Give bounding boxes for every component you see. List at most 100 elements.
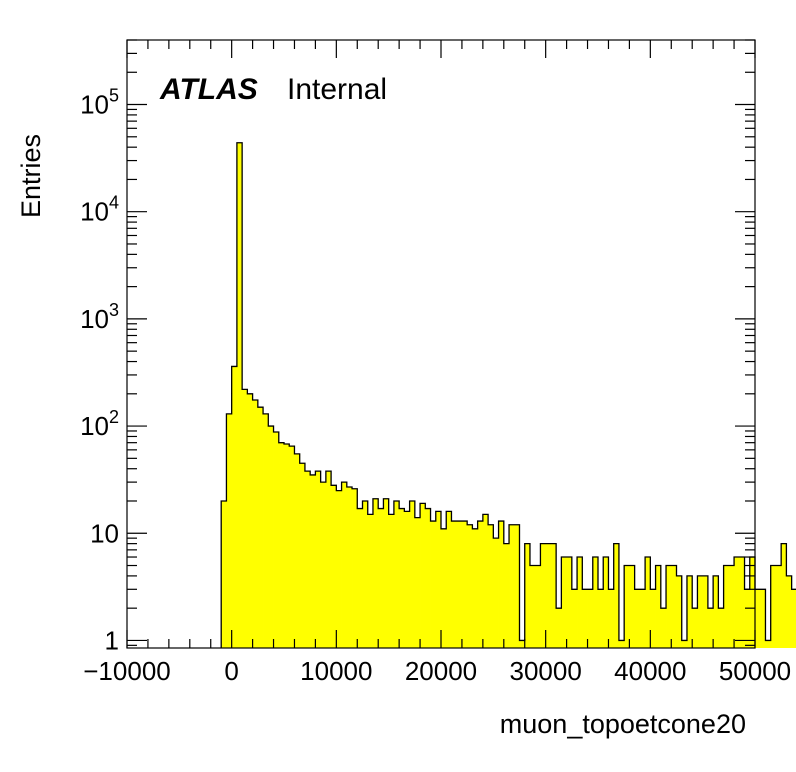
histogram-bar bbox=[671, 565, 677, 648]
histogram-bar bbox=[707, 608, 714, 648]
histogram-bar bbox=[435, 511, 442, 648]
histogram-bar bbox=[441, 528, 447, 648]
histogram-bar bbox=[346, 487, 353, 648]
histogram-bar bbox=[425, 508, 431, 648]
x-tick-label: 10000 bbox=[300, 656, 372, 686]
x-axis-title: muon_topoetcone20 bbox=[500, 709, 746, 739]
histogram-bar bbox=[378, 508, 384, 648]
histogram-bar bbox=[477, 521, 484, 648]
atlas-label: ATLAS bbox=[159, 73, 258, 106]
histogram-bar bbox=[451, 521, 458, 648]
histogram-bar bbox=[284, 444, 290, 648]
histogram-bar bbox=[524, 543, 531, 648]
histogram-bar bbox=[681, 640, 688, 648]
histogram-bar bbox=[331, 485, 337, 648]
histogram-bar bbox=[650, 589, 656, 648]
y-tick-labels: 1 10 102 103 104 105 bbox=[80, 86, 119, 656]
histogram-bar bbox=[749, 557, 756, 648]
histogram-bar bbox=[634, 589, 641, 648]
y-tick-label: 105 bbox=[80, 86, 119, 120]
histogram-bar bbox=[456, 521, 463, 648]
histogram-bar bbox=[713, 575, 719, 648]
x-tick-label: 40000 bbox=[614, 656, 686, 686]
histogram-bar bbox=[498, 521, 505, 648]
x-tick-label: 30000 bbox=[510, 656, 582, 686]
histogram-bar bbox=[775, 565, 782, 648]
histogram-bar bbox=[409, 500, 416, 648]
histogram-bar bbox=[362, 500, 369, 648]
histogram-bar bbox=[231, 366, 238, 648]
histogram-bar bbox=[723, 565, 730, 648]
histogram-bar bbox=[744, 589, 751, 648]
histogram-bar bbox=[655, 565, 662, 648]
histogram-bar bbox=[393, 500, 400, 648]
x-tick-label: 0 bbox=[224, 656, 238, 686]
histogram-bar bbox=[755, 589, 761, 648]
histogram-bar bbox=[467, 524, 473, 648]
histogram-bar bbox=[577, 557, 583, 648]
histogram-bar bbox=[325, 471, 332, 648]
histogram-bar bbox=[315, 471, 322, 648]
histogram-bar bbox=[692, 608, 698, 648]
internal-label: Internal bbox=[287, 73, 387, 106]
histogram-bar bbox=[399, 508, 405, 648]
histogram-bar bbox=[556, 608, 562, 648]
histogram-bar bbox=[571, 589, 578, 648]
histogram-bar bbox=[482, 514, 489, 648]
y-tick-label: 103 bbox=[80, 300, 119, 334]
x-tick-label: 50000 bbox=[719, 656, 791, 686]
histogram-bar bbox=[493, 538, 499, 648]
y-tick-label: 1 bbox=[105, 625, 119, 655]
histogram-bar bbox=[514, 524, 520, 648]
histogram-bar bbox=[686, 575, 693, 648]
histogram-bar bbox=[414, 517, 421, 648]
histogram-bar bbox=[739, 557, 745, 648]
histogram-bar bbox=[702, 575, 709, 648]
histogram-bar bbox=[519, 640, 526, 648]
histogram-bar bbox=[294, 453, 301, 648]
histogram-bar bbox=[446, 511, 452, 648]
histogram-bar bbox=[304, 471, 311, 648]
histogram-bar bbox=[273, 432, 280, 648]
x-tick-label: 20000 bbox=[405, 656, 477, 686]
histogram-bar bbox=[697, 575, 704, 648]
histogram-bar bbox=[372, 498, 379, 648]
y-axis-title: Entries bbox=[16, 134, 46, 218]
histogram-bar bbox=[718, 608, 724, 648]
histogram-bar bbox=[430, 521, 437, 648]
histogram-bar bbox=[645, 557, 651, 648]
histogram-bar bbox=[242, 389, 248, 648]
histogram-bar bbox=[420, 503, 426, 648]
histogram-bar bbox=[781, 543, 787, 648]
histogram-bar bbox=[618, 640, 625, 648]
x-tick-label: −10000 bbox=[83, 656, 170, 686]
histogram-bar bbox=[236, 142, 243, 648]
histogram-bar bbox=[550, 543, 557, 648]
histogram-bar bbox=[341, 482, 348, 648]
histogram-bar bbox=[608, 589, 615, 648]
histogram-bar bbox=[247, 393, 253, 648]
histogram-bar bbox=[252, 400, 259, 648]
x-tick-labels: −10000 0 10000 20000 30000 40000 50000 bbox=[83, 656, 791, 686]
histogram-bar bbox=[367, 514, 374, 648]
histogram-bar bbox=[770, 565, 777, 648]
histogram-bar bbox=[676, 575, 683, 648]
histogram-bar bbox=[592, 557, 599, 648]
histogram-bar bbox=[221, 500, 227, 648]
histogram-bar bbox=[765, 640, 772, 648]
histogram-bar bbox=[613, 543, 620, 648]
histogram-bar bbox=[404, 511, 410, 648]
histogram-bar bbox=[278, 442, 285, 648]
histogram-bar bbox=[461, 521, 468, 648]
histogram-bar bbox=[734, 557, 740, 648]
axis-ticks bbox=[126, 39, 756, 648]
histogram-bar bbox=[666, 565, 672, 648]
histogram-bar bbox=[535, 565, 541, 648]
histogram-bar bbox=[786, 575, 793, 648]
histogram-bar bbox=[472, 528, 479, 648]
histogram-bar bbox=[289, 446, 295, 648]
histogram-bar bbox=[791, 589, 796, 648]
y-tick-label: 102 bbox=[80, 407, 119, 441]
histogram-bar bbox=[299, 463, 306, 648]
